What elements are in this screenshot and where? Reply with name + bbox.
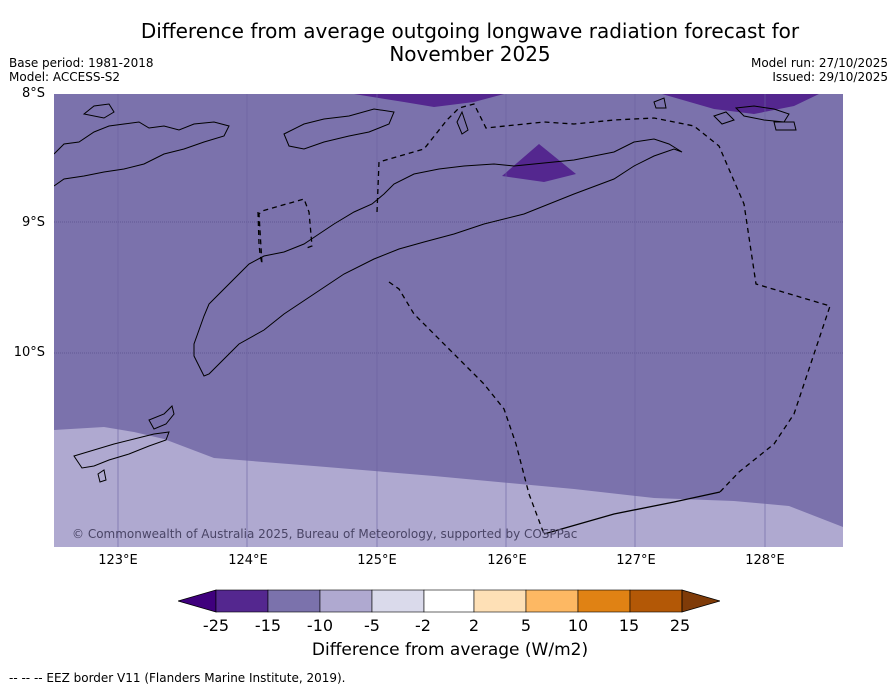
colorbar-bin-9 xyxy=(629,589,683,613)
colorbar-tick: -2 xyxy=(415,616,431,635)
colorbar-tick: -15 xyxy=(254,616,282,635)
lon-label-125e: 125°E xyxy=(357,553,397,568)
colorbar-bin-7 xyxy=(525,589,579,613)
colorbar-bin-6 xyxy=(473,589,527,613)
coast-alor xyxy=(54,121,230,187)
meta-right: Model run: 27/10/2025 Issued: 29/10/2025 xyxy=(751,56,888,84)
colorbar-label: Difference from average (W/m2) xyxy=(311,640,589,660)
anomaly-patch-north xyxy=(354,94,504,107)
coastlines xyxy=(54,97,797,483)
title-line-2: November 2025 xyxy=(389,42,551,66)
eez-timor-east xyxy=(376,103,831,493)
colorbar-bin-2 xyxy=(267,589,321,613)
title-line-1: Difference from average outgoing longwav… xyxy=(140,19,800,43)
lat-label-8s: 8°S xyxy=(21,86,45,101)
lon-label-126e: 126°E xyxy=(487,553,527,568)
colorbar-bin-1 xyxy=(215,589,269,613)
lon-label-127e: 127°E xyxy=(616,553,656,568)
colorbar-tick: 25 xyxy=(669,616,691,635)
anomaly-patch-northeast xyxy=(662,94,819,114)
colorbar xyxy=(178,589,720,613)
lon-label-123e: 123°E xyxy=(98,553,138,568)
eez-oecusse xyxy=(257,198,313,265)
chart-title: Difference from average outgoing longwav… xyxy=(100,20,840,66)
meridians xyxy=(117,94,766,547)
eez-timor-west xyxy=(388,281,545,535)
lon-label-124e: 124°E xyxy=(228,553,268,568)
colorbar-bin-3 xyxy=(319,589,373,613)
model-name: Model: ACCESS-S2 xyxy=(9,70,121,84)
colorbar-tick: 10 xyxy=(567,616,589,635)
eez-borders xyxy=(257,103,831,535)
colorbar-extend-high xyxy=(681,589,720,613)
coast-islet-1 xyxy=(82,103,115,119)
copyright-text: © Commonwealth of Australia 2025, Bureau… xyxy=(72,527,577,541)
colorbar-tick: 5 xyxy=(520,616,532,635)
coast-semau xyxy=(148,405,175,430)
coast-islet-5 xyxy=(773,121,797,131)
model-run: Model run: 27/10/2025 xyxy=(750,56,888,70)
issued-date: Issued: 29/10/2025 xyxy=(772,70,888,84)
lat-label-10s: 10°S xyxy=(13,345,45,360)
meta-left: Base period: 1981-2018 Model: ACCESS-S2 xyxy=(9,56,154,84)
colorbar-tick: -10 xyxy=(306,616,334,635)
coast-islet-3 xyxy=(713,111,735,125)
coast-timor xyxy=(193,138,683,377)
coast-atauro xyxy=(456,110,469,135)
colorbar-bin-8 xyxy=(577,589,631,613)
coast-wetar xyxy=(283,108,395,150)
coast-ndao xyxy=(97,469,107,483)
colorbar-tick: 15 xyxy=(618,616,640,635)
lon-label-128e: 128°E xyxy=(745,553,785,568)
base-period: Base period: 1981-2018 xyxy=(9,56,154,70)
coast-islet-4 xyxy=(734,105,790,123)
coast-islet-2 xyxy=(653,97,667,109)
colorbar-extend-low xyxy=(178,589,217,613)
colorbar-bin-5 xyxy=(423,589,475,613)
colorbar-tick: -5 xyxy=(364,616,380,635)
coast-rote xyxy=(73,431,170,469)
colorbar-tick: 2 xyxy=(468,616,480,635)
lat-label-9s: 9°S xyxy=(21,215,45,230)
anomaly-field-light xyxy=(54,427,843,547)
colorbar-bin-4 xyxy=(371,589,425,613)
colorbar-tick: -25 xyxy=(202,616,230,635)
footnote: -- -- -- EEZ border V11 (Flanders Marine… xyxy=(9,671,346,685)
gridlines xyxy=(54,221,843,354)
eez-solid-segment xyxy=(543,491,721,535)
map-panel: © Commonwealth of Australia 2025, Bureau… xyxy=(54,94,843,547)
